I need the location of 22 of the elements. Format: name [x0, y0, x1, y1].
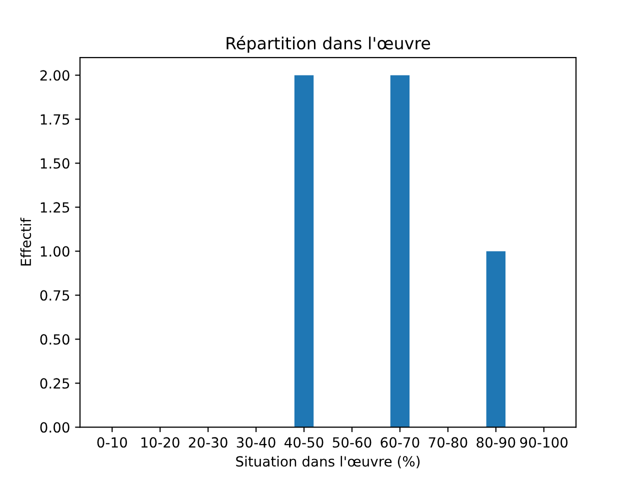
x-axis-title: Situation dans l'œuvre (%)	[236, 456, 420, 468]
y-tick-label: 0.50	[40, 334, 70, 345]
y-axis-title: Effectif	[20, 218, 32, 266]
y-tick-label: 2.00	[40, 70, 70, 81]
y-tick-label: 1.75	[40, 114, 70, 125]
x-tick-label: 60-70	[380, 437, 420, 448]
x-tick-label: 40-50	[284, 437, 324, 448]
x-tick-label: 10-20	[141, 437, 180, 448]
x-tick-label: 30-40	[236, 437, 276, 448]
x-tick-label: 90-100	[520, 437, 568, 448]
x-tick-label: 20-30	[188, 437, 228, 448]
x-tick-label: 50-60	[332, 437, 372, 448]
x-tick-label: 0-10	[97, 437, 127, 448]
chart-title: Répartition dans l'œuvre	[226, 36, 430, 53]
y-tick-label: 0.25	[40, 378, 70, 389]
x-tick-label: 70-80	[428, 437, 468, 448]
x-tick-label: 80-90	[476, 437, 516, 448]
y-tick-label: 1.25	[40, 202, 70, 213]
y-tick-label: 1.00	[40, 246, 70, 257]
y-tick-label: 1.50	[40, 158, 70, 169]
y-tick-label: 0.00	[40, 422, 70, 433]
y-tick-label: 0.75	[40, 290, 70, 301]
